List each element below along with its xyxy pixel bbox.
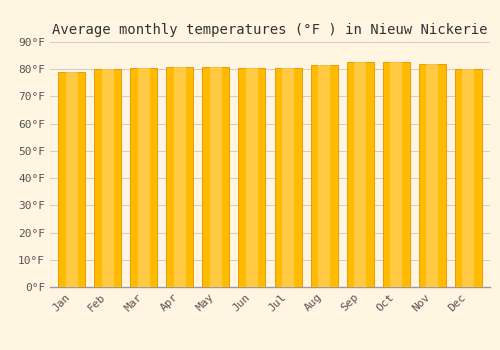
Bar [390, 62, 402, 287]
Bar [102, 69, 114, 287]
Bar [246, 68, 258, 287]
Bar [130, 68, 158, 287]
Bar [58, 72, 85, 287]
Bar [94, 69, 121, 287]
Bar [318, 65, 330, 287]
Bar [354, 62, 366, 287]
Bar [455, 69, 482, 287]
Bar [426, 64, 438, 287]
Bar [282, 68, 294, 287]
Bar [202, 66, 230, 287]
Title: Average monthly temperatures (°F ) in Nieuw Nickerie: Average monthly temperatures (°F ) in Ni… [52, 23, 488, 37]
Bar [210, 66, 222, 287]
Bar [138, 68, 150, 287]
Bar [419, 64, 446, 287]
Bar [462, 69, 474, 287]
Bar [174, 66, 186, 287]
Bar [274, 68, 301, 287]
Bar [66, 72, 78, 287]
Bar [346, 62, 374, 287]
Bar [310, 65, 338, 287]
Bar [238, 68, 266, 287]
Bar [382, 62, 410, 287]
Bar [166, 66, 194, 287]
